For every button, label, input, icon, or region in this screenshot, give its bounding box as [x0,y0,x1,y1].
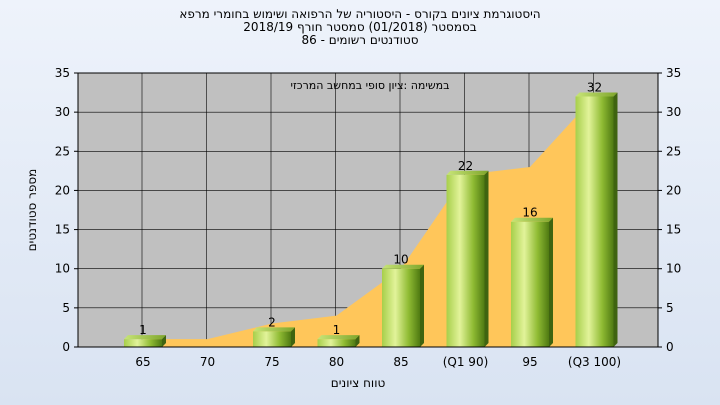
bar [446,174,485,347]
data-label: 2 [268,315,276,329]
bar [124,339,162,347]
y-tick-label-left: 15 [55,223,70,237]
y-tick-label-left: 20 [55,183,70,197]
x-axis-title: טווח ציונים [331,376,386,390]
data-label: 10 [393,253,408,267]
y-tick-label-left: 25 [55,144,70,158]
y-axis-title: מספר סטודנטים [25,169,39,252]
y-tick-label-right: 15 [666,223,681,237]
bar-top [382,264,424,269]
bar [253,331,291,347]
chart-subtitle: בסמסטר (01/2018) סמסטר חורף 2018/19 [243,20,477,34]
chart-title-block: היסטוגרמת ציונים בקורס - היסטוריה של הרפ… [0,8,720,47]
bar-top [253,327,295,332]
y-tick-label-right: 30 [666,105,681,119]
x-tick-label: 65 [135,355,150,369]
bar-top [446,170,489,175]
x-tick-label: 85 [393,355,408,369]
bar-side [355,335,360,347]
y-tick-label-right: 5 [666,301,674,315]
x-tick-label: (Q1 90) [443,355,489,369]
bar-side [291,327,295,347]
y-tick-label-left: 35 [55,66,70,80]
bar-top [575,92,618,97]
y-tick-label-right: 25 [666,144,681,158]
y-tick-label-right: 20 [666,183,681,197]
data-label: 16 [522,206,537,220]
bar-side [420,264,424,347]
x-tick-label: (Q3 100) [568,355,621,369]
y-tick-label-left: 10 [55,262,70,276]
y-tick-label-right: 0 [666,340,674,354]
x-tick-label: 75 [264,355,279,369]
data-label: 32 [587,80,602,94]
bar-side [549,217,553,347]
y-tick-label-left: 5 [62,301,70,315]
y-tick-label-left: 30 [55,105,70,119]
bar [575,96,614,347]
plot-border [77,72,659,348]
data-label: 1 [139,323,147,337]
bar [382,268,420,347]
bar [317,339,356,347]
bar-top [317,335,360,340]
plot-annotation: במשימה :ציון סופי במחשב המרכזי [290,79,449,92]
bar-top [511,217,553,222]
x-tick-label: 70 [200,355,215,369]
data-label: 22 [458,159,473,173]
x-tick-label: 95 [522,355,537,369]
bar-side [162,335,166,347]
bar-top [124,335,166,340]
x-tick-label: 80 [329,355,344,369]
bar-side [484,170,489,347]
y-tick-label-right: 10 [666,262,681,276]
y-tick-label-left: 0 [62,340,70,354]
data-label: 1 [333,323,341,337]
chart-subtitle-2: סטודנטים רשומים - 86 [301,33,419,47]
y-tick-label-right: 35 [666,66,681,80]
bar-side [613,92,618,347]
chart-title: היסטוגרמת ציונים בקורס - היסטוריה של הרפ… [179,7,541,21]
bar [511,221,549,347]
